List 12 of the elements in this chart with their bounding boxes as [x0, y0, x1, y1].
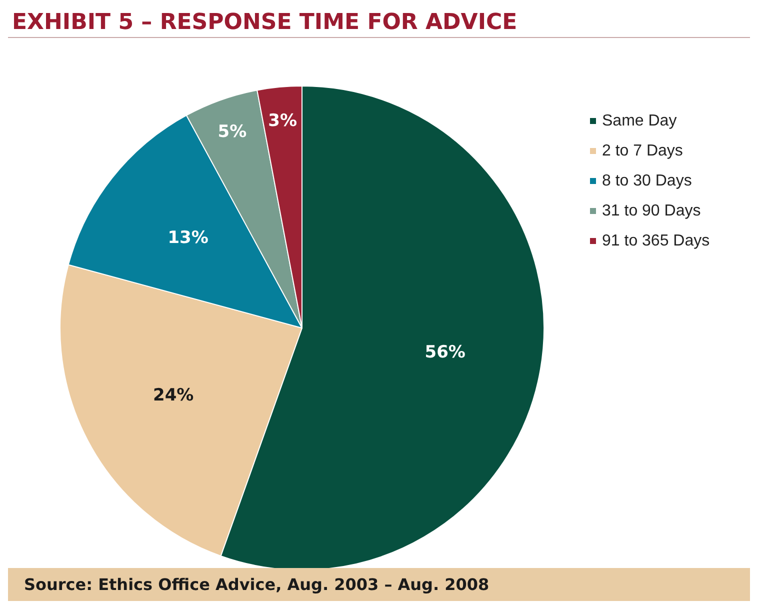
legend-label: 31 to 90 Days: [602, 202, 701, 220]
legend-label: 91 to 365 Days: [602, 232, 710, 250]
data-label: 13%: [168, 228, 208, 248]
data-label: 56%: [424, 342, 466, 363]
source-note: Source: Ethics Office Advice, Aug. 2003 – Aug. 2008: [8, 568, 750, 601]
legend-label: 8 to 30 Days: [602, 172, 692, 190]
legend-label: 2 to 7 Days: [602, 142, 683, 160]
legend-label: Same Day: [602, 112, 677, 130]
data-label: 5%: [218, 122, 247, 142]
data-label: 24%: [153, 385, 194, 406]
data-label: 3%: [268, 110, 298, 131]
chart-title: EXHIBIT 5 – RESPONSE TIME FOR ADVICE: [8, 8, 750, 38]
